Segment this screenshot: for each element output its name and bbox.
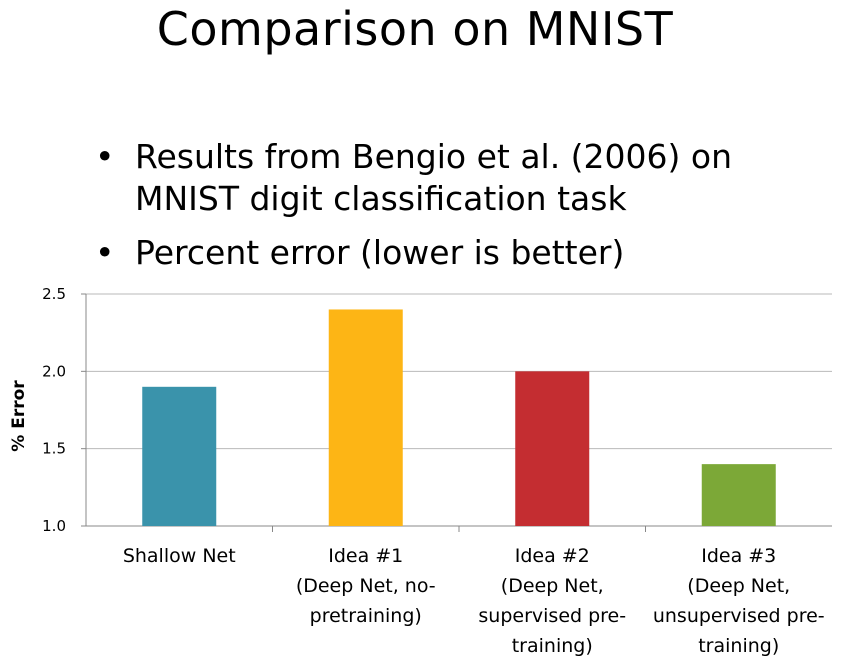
bullet-text: Results from Bengio et al. (2006) on MNI… [135,137,733,218]
x-category-label: training) [512,635,593,656]
x-category-label: Idea #2 [515,545,590,567]
x-category-label: (Deep Net, [687,575,790,597]
y-axis-title: % Error [9,380,29,452]
x-category-label: Idea #3 [701,545,776,567]
bullet-text: Percent error (lower is better) [135,233,625,272]
bar [701,464,776,526]
x-category-label: Shallow Net [123,545,236,567]
x-category-label: (Deep Net, no- [296,575,436,597]
y-tick-label: 1.5 [42,440,66,458]
y-tick-label: 1.0 [42,517,66,535]
bar [515,371,590,526]
bar [328,309,403,526]
x-category-label: Idea #1 [328,545,403,567]
labels: 1.0 1.5 2.0 2.5 Shallow Net Idea #1 (Deep Net,… [42,285,825,656]
x-category-label: training) [698,635,779,656]
y-tick-label: 2.5 [42,285,66,303]
bullet-dot-icon: • [95,137,115,176]
y-tick-label: 2.0 [42,362,66,380]
x-category-label: supervised pre- [478,605,626,627]
x-category-label: unsupervised pre- [653,605,825,627]
x-category-label: pretraining) [310,605,422,627]
bullet-dot-icon: • [95,233,115,272]
bullet-list: • Results from Bengio et al. (2006) on MN… [95,136,815,286]
bar [142,386,217,526]
slide-title: Comparison on MNIST [156,2,674,56]
x-category-label: (Deep Net, [501,575,604,597]
bar-chart: 1.0 1.5 2.0 2.5 Shallow Net Idea #1 (Deep Net,… [9,285,832,656]
bullet-item: • Percent error (lower is better) [95,232,815,274]
bullet-item: • Results from Bengio et al. (2006) on MN… [95,136,815,220]
bars [142,309,776,526]
